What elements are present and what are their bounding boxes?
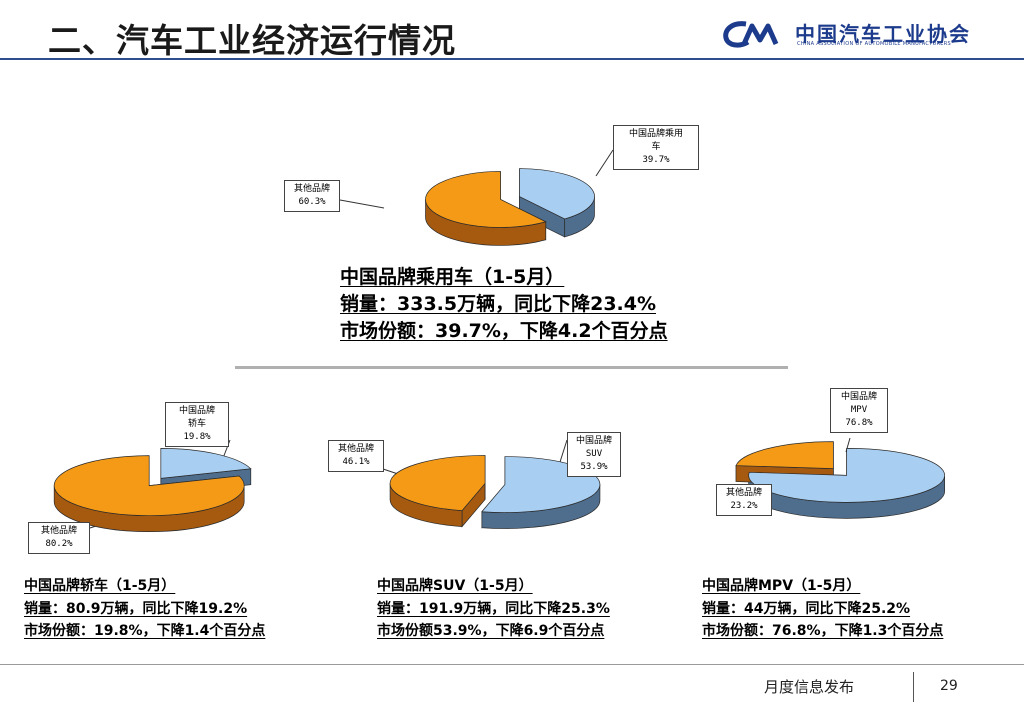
label-suv-china: 中国品牌 SUV 53.9%: [567, 432, 621, 477]
slice-other-brand: [735, 441, 834, 470]
chart-suv: [375, 452, 635, 542]
title-divider: [0, 58, 1024, 60]
sedan-sales: 销量：80.9万辆，同比下降19.2%: [24, 601, 248, 617]
suv-sales: 销量：191.9万辆，同比下降25.3%: [377, 601, 610, 617]
mpv-title: 中国品牌MPV（1-5月）: [702, 578, 861, 594]
sedan-title: 中国品牌轿车（1-5月）: [24, 578, 176, 594]
passenger-sales: 销量：333.5万辆，同比下降23.4%: [340, 293, 657, 315]
footer-separator: [913, 672, 914, 702]
slice-other-brand: [389, 455, 486, 511]
label-sedan-other: 其他品牌 80.2%: [28, 522, 90, 554]
passenger-title: 中国品牌乘用车（1-5月）: [340, 266, 565, 288]
pie-passenger: [425, 168, 595, 246]
chart-sedan: [40, 445, 290, 545]
passenger-share: 市场份额：39.7%，下降4.2个百分点: [340, 320, 668, 342]
label-suv-other: 其他品牌 46.1%: [328, 440, 384, 472]
suv-title: 中国品牌SUV（1-5月）: [377, 578, 533, 594]
slice-china-brand: [160, 447, 252, 479]
section-divider: [235, 366, 788, 369]
page-number: 29: [940, 678, 958, 694]
pie-mpv: [735, 441, 946, 519]
label-sedan-china: 中国品牌 轿车 19.8%: [165, 402, 229, 447]
label-passenger-other: 其他品牌 60.3%: [284, 180, 340, 212]
page-title: 二、汽车工业经济运行情况: [48, 21, 456, 60]
label-mpv-china: 中国品牌 MPV 76.8%: [830, 388, 888, 433]
org-name: 中国汽车工业协会: [795, 22, 971, 46]
sedan-share: 市场份额：19.8%，下降1.4个百分点: [24, 623, 266, 639]
chart-passenger: [360, 150, 630, 260]
suv-share: 市场份额53.9%，下降6.9个百分点: [377, 623, 605, 639]
mpv-sales: 销量：44万辆，同比下降25.2%: [702, 601, 911, 617]
footer-label: 月度信息发布: [764, 678, 855, 696]
slice-china-brand: [519, 168, 595, 220]
mpv-share: 市场份额：76.8%，下降1.3个百分点: [702, 623, 944, 639]
chart-mpv: [720, 435, 960, 530]
slice-other-brand: [53, 455, 245, 517]
pie-suv: [389, 455, 601, 529]
label-passenger-china: 中国品牌乘用 车 39.7%: [613, 125, 699, 170]
slice-other-brand: [425, 171, 547, 228]
caam-logo: [723, 21, 779, 48]
footer-divider: [0, 664, 1024, 665]
label-mpv-other: 其他品牌 23.2%: [716, 484, 772, 516]
org-name-en: CHINA ASSOCIATION OF AUTOMOBILE MANUFACT…: [797, 41, 951, 47]
pie-sedan: [53, 447, 252, 532]
